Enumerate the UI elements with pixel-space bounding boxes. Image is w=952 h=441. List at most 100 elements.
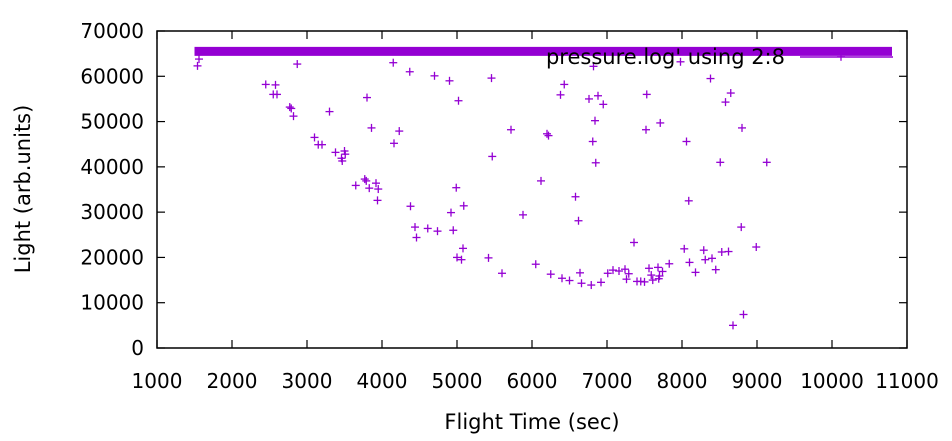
data-point [726,89,735,98]
data-point [648,276,657,285]
data-point [447,208,455,217]
data-point [585,94,593,103]
x-tick-label: 2000 [207,369,258,393]
data-point [318,140,326,149]
data-point [372,179,380,188]
data-point [430,71,439,80]
x-tick-label: 5000 [432,369,483,393]
data-point [642,90,651,99]
data-point [739,310,748,319]
data-point [452,183,461,192]
data-point [367,123,376,132]
data-point [665,259,674,268]
data-point [565,276,574,285]
x-tick-label: 9000 [732,369,783,393]
data-point [591,158,600,167]
x-tick-label: 8000 [657,369,708,393]
data-points-layer [193,52,845,330]
data-point [273,90,281,99]
y-axis-label: Light (arb.units) [11,105,35,274]
data-point [331,148,340,157]
data-point [531,260,540,269]
y-tick-label: 30000 [80,200,144,224]
data-point [363,93,371,102]
data-point [729,321,737,330]
data-point [412,233,421,242]
data-point [599,100,608,109]
data-point [406,202,415,211]
data-point [711,265,720,274]
data-point [351,181,360,190]
data-point [423,224,432,233]
y-tick-label: 10000 [80,291,144,315]
data-point [556,90,565,99]
data-point [374,185,383,194]
data-point [310,133,319,142]
data-point [193,61,202,70]
data-point [647,271,656,280]
data-point [498,269,506,278]
data-point [738,123,746,132]
x-tick-label: 6000 [507,369,558,393]
x-tick-label: 1000 [132,369,183,393]
data-point [459,244,467,253]
data-point [706,74,715,83]
data-point [680,244,689,253]
data-point [699,246,708,255]
data-point [325,107,334,116]
data-point [390,139,398,148]
data-point [454,96,463,105]
data-point [411,223,419,232]
data-point [558,274,566,283]
data-point [459,201,468,210]
data-point [544,131,553,140]
y-tick-label: 60000 [80,64,144,88]
data-point [594,91,602,100]
data-point [655,271,664,280]
data-point [656,118,665,127]
data-point [285,103,294,112]
data-point [682,137,691,146]
data-point [507,125,515,134]
data-point [676,57,685,66]
data-point [261,80,270,89]
data-point [685,258,694,267]
data-point [543,129,551,138]
data-point [338,156,347,165]
data-point [195,55,203,64]
data-point [577,279,586,288]
x-tick-label: 11000 [875,369,939,393]
data-point [591,116,599,125]
data-point [615,267,623,276]
data-point [658,267,667,276]
x-tick-label: 7000 [582,369,633,393]
x-tick-label: 10000 [800,369,864,393]
data-point [362,176,371,185]
data-point [405,67,414,76]
data-point [389,58,398,67]
x-axis-ticks: 1000 2000 3000 4000 5000 6000 7000 8000 9000 1000… [132,31,939,393]
y-tick-label: 70000 [80,19,144,43]
data-point [519,210,527,219]
y-tick-label: 0 [131,336,144,360]
data-point [537,176,545,185]
data-point [571,192,580,201]
data-point [373,196,382,205]
data-point [624,269,633,278]
data-point [449,226,458,235]
data-point [640,277,649,286]
x-tick-label: 3000 [282,369,333,393]
y-axis-ticks: 0 10000 20000 30000 40000 50000 60000 70000 [80,19,907,360]
data-point [289,112,298,121]
data-point [574,216,583,225]
y-tick-label: 50000 [80,110,144,134]
data-point [360,175,369,184]
data-point [457,255,466,264]
data-point [445,76,454,85]
y-tick-label: 20000 [80,245,144,269]
data-point [691,268,700,277]
x-tick-label: 4000 [357,369,408,393]
data-point [603,269,612,278]
data-point [701,255,710,264]
